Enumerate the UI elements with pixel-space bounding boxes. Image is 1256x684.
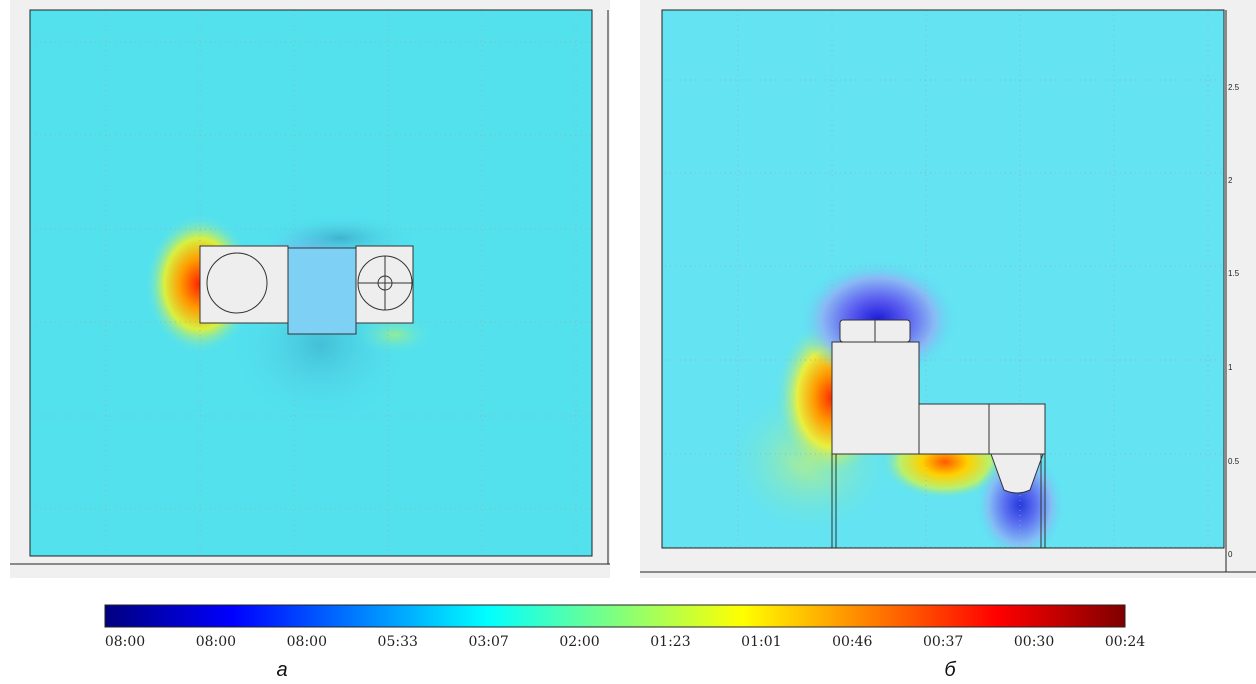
- colorbar-label: 02:00: [559, 634, 600, 650]
- object-duct: [918, 403, 990, 455]
- colorbar-label: 00:46: [832, 634, 873, 650]
- x-tick-label: 0.5: [294, 577, 306, 578]
- x-tick-label: 1.5: [1110, 577, 1122, 578]
- grid-a: [30, 10, 592, 556]
- caption-a: а: [276, 659, 288, 681]
- y-tick-label: 0.5: [1228, 457, 1240, 466]
- x-tick-label: 0.5: [926, 577, 938, 578]
- x-tick-label: 0: [204, 577, 209, 578]
- object-box-left: [199, 245, 289, 324]
- objects-a: [199, 245, 414, 335]
- object-hopper: [990, 453, 1044, 494]
- x-tick-label: -0.5: [731, 577, 745, 578]
- colorbar-label: 01:23: [650, 634, 691, 650]
- colorbar-svg: [104, 604, 1126, 628]
- cold-zone-b2: [975, 450, 1065, 548]
- colorbar-label: 00:30: [1013, 634, 1055, 650]
- y-tick-label: 0: [1228, 550, 1233, 559]
- plot-panel-a: -0.500.511.52 1.510.50-0.5-1: [10, 0, 610, 578]
- y-tick-label: 2: [1228, 176, 1233, 185]
- x-tick-label: 2: [1208, 577, 1213, 578]
- object-right-box: [988, 403, 1046, 455]
- colorbar-label: 00:37: [922, 634, 964, 650]
- x-tick-label: 2: [578, 577, 583, 578]
- object-circle: [206, 252, 268, 314]
- caption-b: б: [944, 659, 956, 681]
- object-box-middle: [287, 247, 357, 335]
- colorbar-label: 08:00: [286, 634, 327, 650]
- x-tick-label: 1: [390, 577, 395, 578]
- x-tick-label: 1: [1020, 577, 1025, 578]
- y-tick-label: 1: [1228, 363, 1233, 372]
- plot-a-svg: -0.500.511.52 1.510.50-0.5-1: [10, 9, 610, 578]
- colorbar-label: 01:01: [741, 634, 782, 650]
- warm-zone-a: [355, 315, 435, 355]
- x-tick-label: 1.5: [480, 577, 492, 578]
- colorbar-label: 08:00: [195, 634, 237, 650]
- x-tick-label: 0: [834, 577, 839, 578]
- x-tick-label: -0.5: [99, 577, 113, 578]
- object-main-box: [831, 341, 920, 455]
- colorbar-label: 03:07: [468, 634, 509, 650]
- y-tick-label: 1.5: [1228, 269, 1240, 278]
- y-tick-label: 2.5: [1228, 83, 1240, 92]
- plot-b-svg: -0.5 0 0.5 1 1.5 2 2.5 2 1.5 1 0.5 0: [640, 9, 1256, 578]
- colorbar-label: 00:24: [1104, 634, 1146, 650]
- plot-panel-b: -0.5 0 0.5 1 1.5 2 2.5 2 1.5 1 0.5 0: [640, 0, 1256, 578]
- colorbar-strip: [104, 604, 1126, 628]
- colorbar-label: 08:00: [104, 634, 146, 650]
- colorbar: 08:00 08:00 08:00 05:33 03:07 02:00 01:23 01:01…: [0, 600, 1256, 660]
- objects-b: [831, 319, 1046, 548]
- colorbar-label: 05:33: [377, 634, 418, 650]
